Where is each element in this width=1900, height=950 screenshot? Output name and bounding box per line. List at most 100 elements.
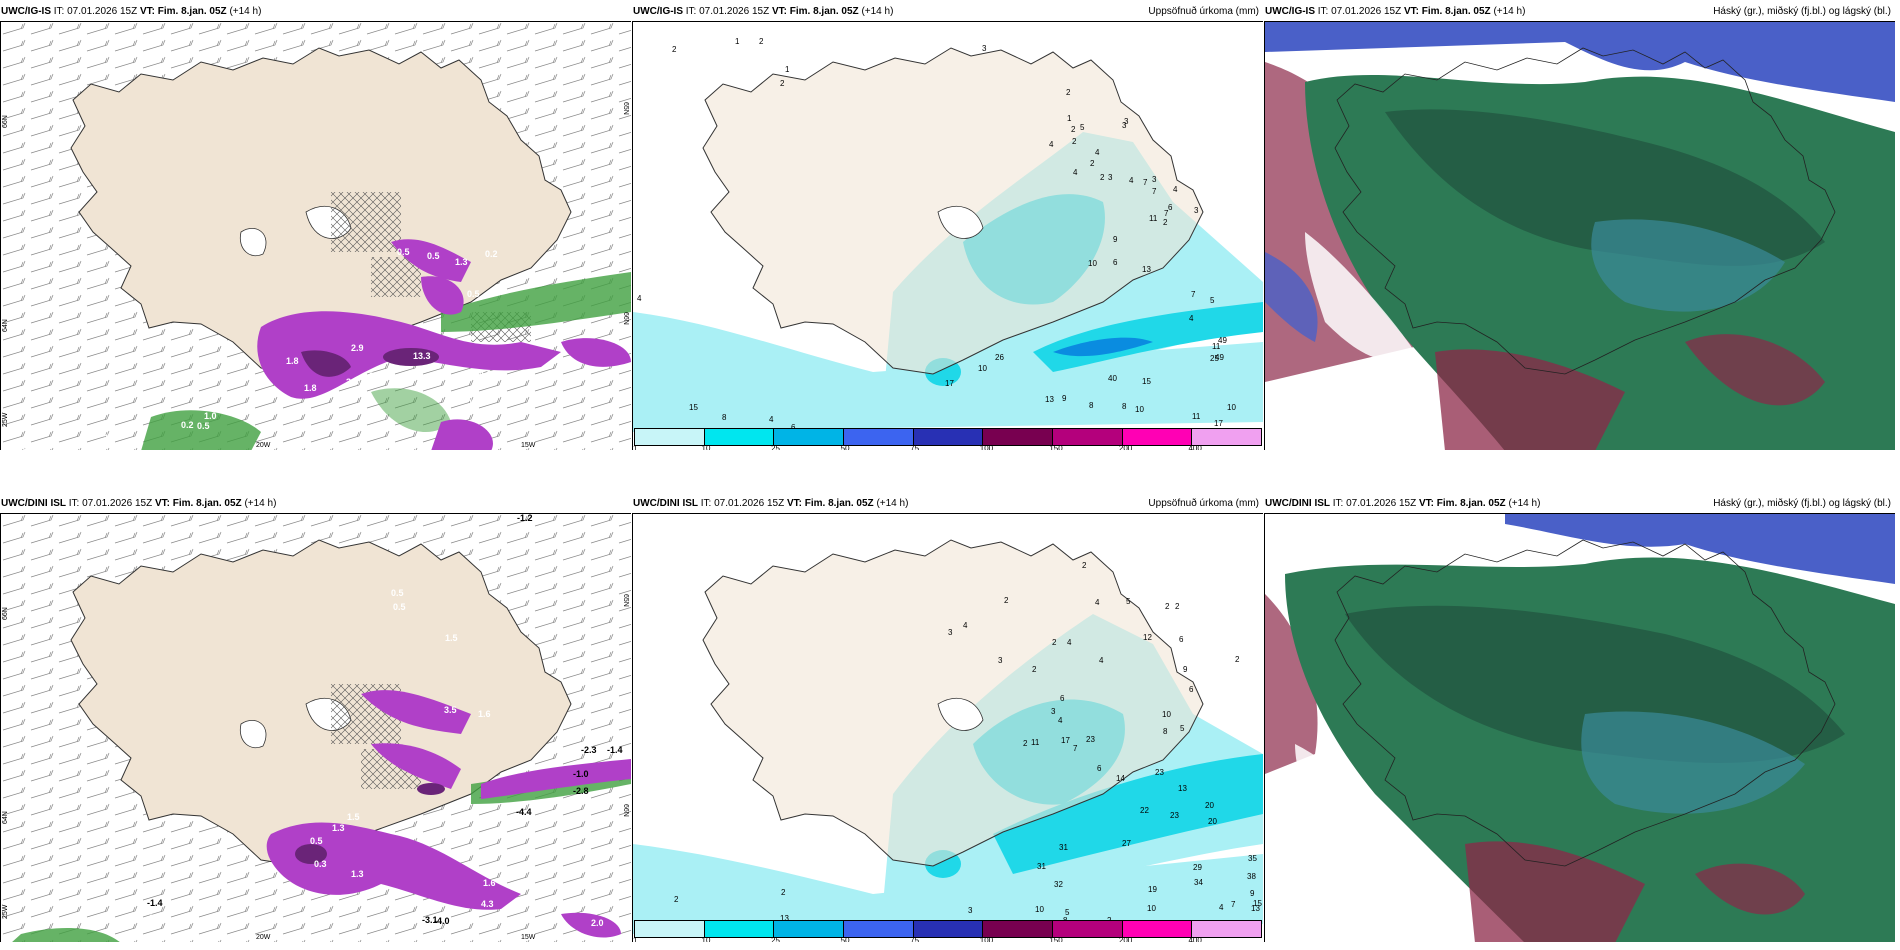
- precip-value-label: 7: [1152, 187, 1157, 196]
- panel-subtitle: Háský (gr.), miðský (fj.bl.) og lágský (…: [1713, 498, 1891, 509]
- field-value-label: 2.9: [351, 343, 364, 353]
- precip-value-label: 10: [1035, 905, 1044, 914]
- field-value-label: 0.5: [391, 588, 404, 598]
- precip-value-label: 2: [1071, 125, 1076, 134]
- precip-value-label: 10: [1135, 405, 1144, 414]
- precip-value-label: 22: [1140, 806, 1149, 815]
- map-view[interactable]: 2 5 2 2 4 12 6 2 3 4 3 2 2 4 4 6 9 2 6 3 4 10 5 2 11 17 23 8 7 6 14 23 1…: [632, 513, 1263, 942]
- map-view[interactable]: [1264, 21, 1895, 450]
- purple-core: [301, 348, 439, 377]
- precip-value-label: 6: [1189, 685, 1194, 694]
- legend-swatch: [1053, 429, 1123, 445]
- precip-value-label: 11: [1192, 412, 1201, 421]
- legend-swatch: [913, 921, 984, 937]
- map-canvas: [1265, 22, 1895, 450]
- map-view[interactable]: [1264, 513, 1895, 942]
- legend-tick-label: 25: [771, 444, 781, 450]
- precip-value-label: 2: [1082, 561, 1087, 570]
- precip-value-label: 12: [1143, 633, 1152, 642]
- field-value-label: 0.3: [314, 859, 327, 869]
- field-value-label: -1.4: [147, 898, 163, 908]
- precip-value-label: 23: [1170, 811, 1179, 820]
- field-value-label: 1.5: [445, 633, 458, 643]
- precip-value-label: 2: [1032, 665, 1037, 674]
- map-view[interactable]: -1.4-1.20.50.51.53.51.61.31.5-2.3-1.4-1.…: [0, 513, 631, 942]
- field-value-label: 0.8: [579, 371, 592, 381]
- precip-value-label: 2: [1100, 173, 1105, 182]
- panel-dini-precip: UWC/DINI ISL IT: 07.01.2026 15Z VT: Fim.…: [632, 492, 1263, 942]
- precip-value-label: 2: [780, 79, 785, 88]
- legend-swatch: [1122, 429, 1193, 445]
- precip-value-label: 14: [1116, 774, 1125, 783]
- precip-value-label: 13: [1045, 395, 1054, 404]
- precip-value-label: 1: [785, 65, 790, 74]
- legend-swatch: [635, 921, 705, 937]
- panel-igis-pressure: UWC/IG-IS IT: 07.01.2026 15Z VT: Fim. 8.…: [0, 0, 631, 450]
- panel-title: UWC/IG-IS IT: 07.01.2026 15Z VT: Fim. 8.…: [1265, 6, 1891, 17]
- field-value-label: -1.2: [517, 514, 533, 523]
- precip-value-label: 4: [1073, 168, 1078, 177]
- map-view[interactable]: 2.9 13.3 1.8 3.5 2.3 1.8 4.6 1.9 0.8 0.6 0.7 0.8 1.1…: [0, 21, 631, 450]
- precip-value-label: 38: [1247, 872, 1256, 881]
- precip-value-label: 6: [1097, 764, 1102, 773]
- field-value-label: 0.8: [18, 442, 31, 450]
- precip-value-label: 2: [781, 888, 786, 897]
- lat-label-66n-right: 66N: [622, 804, 629, 817]
- legend-swatch: [704, 429, 775, 445]
- field-value-label: 2.3: [369, 371, 382, 381]
- precip-value-label: 2: [674, 895, 679, 904]
- precip-value-label: 7: [1143, 178, 1148, 187]
- field-value-label: 0.5: [393, 602, 406, 612]
- field-value-label: 0.5: [397, 247, 410, 257]
- field-value-label: 1.4: [468, 398, 481, 408]
- lat-label-65n: 65N: [622, 102, 629, 115]
- precip-value-label: 7: [1073, 744, 1078, 753]
- precip-value-label: 2: [1165, 602, 1170, 611]
- map-canvas: -1.4-1.20.50.51.53.51.61.31.5-2.3-1.4-1.…: [1, 514, 631, 942]
- precip-value-label: 2: [1090, 159, 1095, 168]
- legend-tick-label: 50: [840, 444, 850, 450]
- field-value-label: -3.1: [422, 915, 438, 925]
- precip-value-label: 2: [672, 45, 677, 54]
- lon-label-25w: 25W: [2, 412, 9, 427]
- field-value-label: 4.3: [481, 899, 494, 909]
- legend-tick-label: 25: [771, 936, 781, 942]
- field-value-label: 0.7: [293, 420, 306, 430]
- legend-tick-label: 10: [701, 444, 711, 450]
- field-value-label: 0.2: [485, 249, 498, 259]
- precip-value-label: 5: [1126, 597, 1131, 606]
- field-value-label: 0.5: [197, 421, 210, 431]
- lon-label-25w: 25W: [2, 904, 9, 919]
- precip-value-label: 3: [998, 656, 1003, 665]
- precip-value-label: 10: [1227, 403, 1236, 412]
- field-value-label: 1.6: [478, 709, 491, 719]
- precip-value-label: 3: [948, 628, 953, 637]
- precip-value-label: 6: [791, 423, 796, 432]
- precip-value-label: 25: [1210, 354, 1219, 363]
- precip-value-label: 19: [1148, 885, 1157, 894]
- map-view[interactable]: 2 1 2 3 2 1 2 2 1 3 3 4 5 4 3 2 2 4 7 4 3 7 4 7 11 6 3 2 2 9 10 6 13 5 7 4 1…: [632, 21, 1263, 450]
- field-value-label: 0.2: [181, 420, 194, 430]
- pressure-values: 2.9 13.3 1.8 3.5 2.3 1.8 4.6 1.9 0.8 0.6 0.7 0.8 1.1…: [18, 247, 592, 450]
- precip-value-label: 2: [1235, 655, 1240, 664]
- lon-label-15w: 15W: [521, 442, 536, 449]
- precip-value-label: 34: [1194, 878, 1203, 887]
- precip-value-label: 8: [722, 413, 727, 422]
- panel-igis-precip: UWC/IG-IS IT: 07.01.2026 15Z VT: Fim. 8.…: [632, 0, 1263, 450]
- legend-tick-label: 150: [1049, 936, 1063, 942]
- legend-labels: 1 10 25 50 75 100 150 200 400: [633, 936, 1260, 942]
- precip-value-label: 8: [1089, 401, 1094, 410]
- precip-value-label: 5: [1080, 123, 1085, 132]
- precip-value-label: 26: [995, 353, 1004, 362]
- precip-value-label: 4: [769, 415, 774, 424]
- precip-value-label: 6: [1060, 694, 1065, 703]
- precip-value-label: 31: [1059, 843, 1068, 852]
- precip-value-label: 4: [1049, 140, 1054, 149]
- precip-value-label: 2: [759, 37, 764, 46]
- legend-swatch: [635, 429, 705, 445]
- precip-value-label: 20: [1205, 801, 1214, 810]
- legend-swatch: [983, 429, 1054, 445]
- precip-value-label: 29: [1193, 863, 1202, 872]
